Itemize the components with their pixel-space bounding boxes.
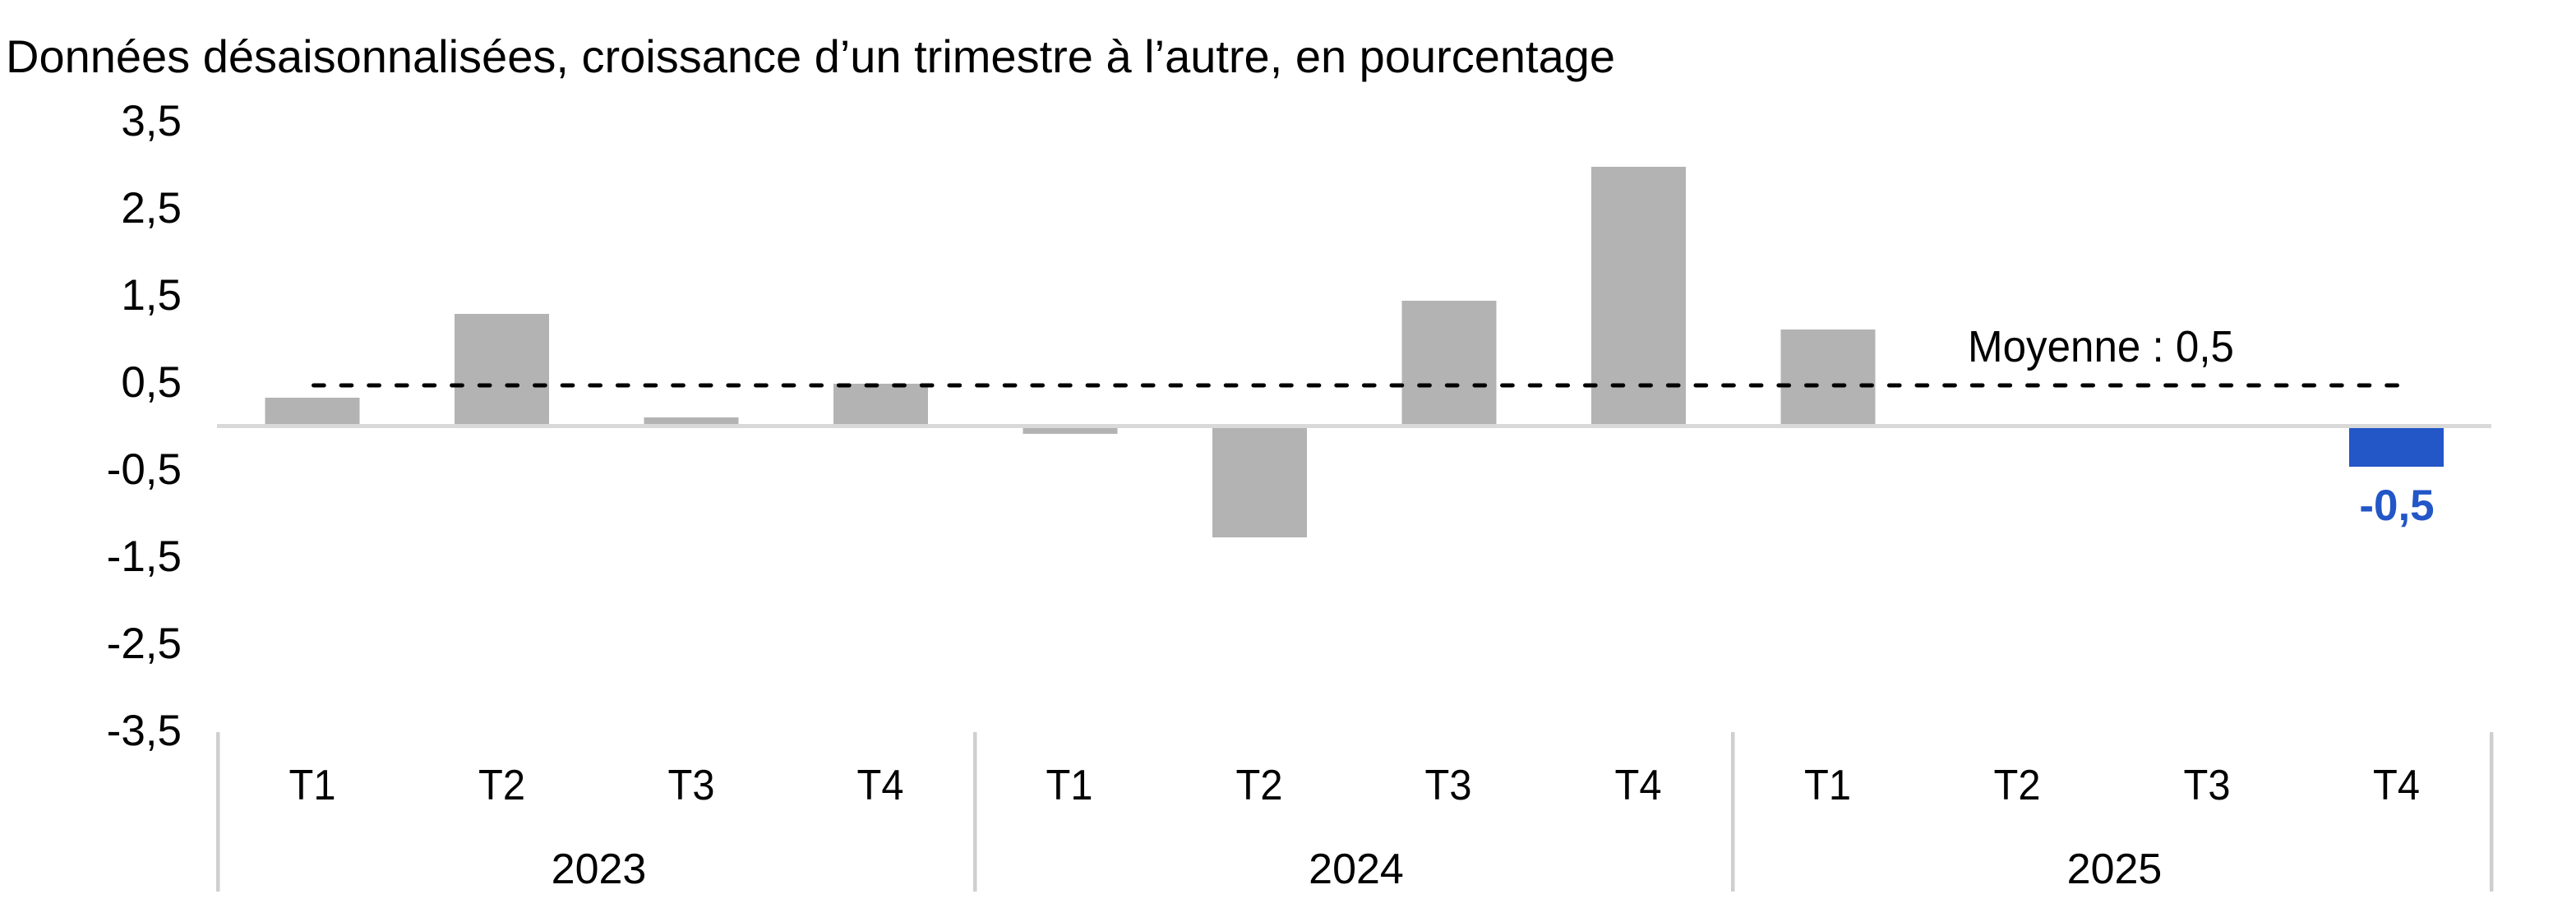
svg-text:T2: T2 bbox=[478, 762, 525, 809]
svg-text:2023: 2023 bbox=[552, 846, 647, 893]
svg-text:T1: T1 bbox=[1804, 762, 1851, 809]
svg-text:2,5: 2,5 bbox=[121, 184, 182, 233]
svg-text:T4: T4 bbox=[2373, 762, 2420, 809]
svg-text:Données désaisonnalisées, croi: Données désaisonnalisées, croissance d’u… bbox=[6, 30, 1615, 82]
svg-text:T4: T4 bbox=[1615, 762, 1662, 809]
svg-text:-2,5: -2,5 bbox=[107, 620, 182, 668]
svg-text:T3: T3 bbox=[2184, 762, 2231, 809]
svg-text:-1,5: -1,5 bbox=[107, 532, 182, 581]
svg-text:Moyenne : 0,5: Moyenne : 0,5 bbox=[1968, 322, 2234, 371]
svg-text:2025: 2025 bbox=[2067, 846, 2163, 893]
svg-text:T3: T3 bbox=[668, 762, 715, 809]
svg-text:T2: T2 bbox=[1236, 762, 1283, 809]
svg-text:-3,5: -3,5 bbox=[107, 707, 182, 755]
svg-text:-0,5: -0,5 bbox=[107, 445, 182, 494]
svg-text:T4: T4 bbox=[857, 762, 904, 809]
svg-text:-0,5: -0,5 bbox=[2359, 482, 2434, 530]
svg-text:T2: T2 bbox=[1994, 762, 2041, 809]
svg-text:T3: T3 bbox=[1425, 762, 1472, 809]
svg-text:3,5: 3,5 bbox=[121, 97, 182, 145]
svg-text:0,5: 0,5 bbox=[121, 358, 182, 407]
svg-text:2024: 2024 bbox=[1309, 846, 1404, 893]
svg-text:T1: T1 bbox=[1046, 762, 1093, 809]
svg-text:T1: T1 bbox=[289, 762, 336, 809]
svg-text:1,5: 1,5 bbox=[121, 271, 182, 320]
